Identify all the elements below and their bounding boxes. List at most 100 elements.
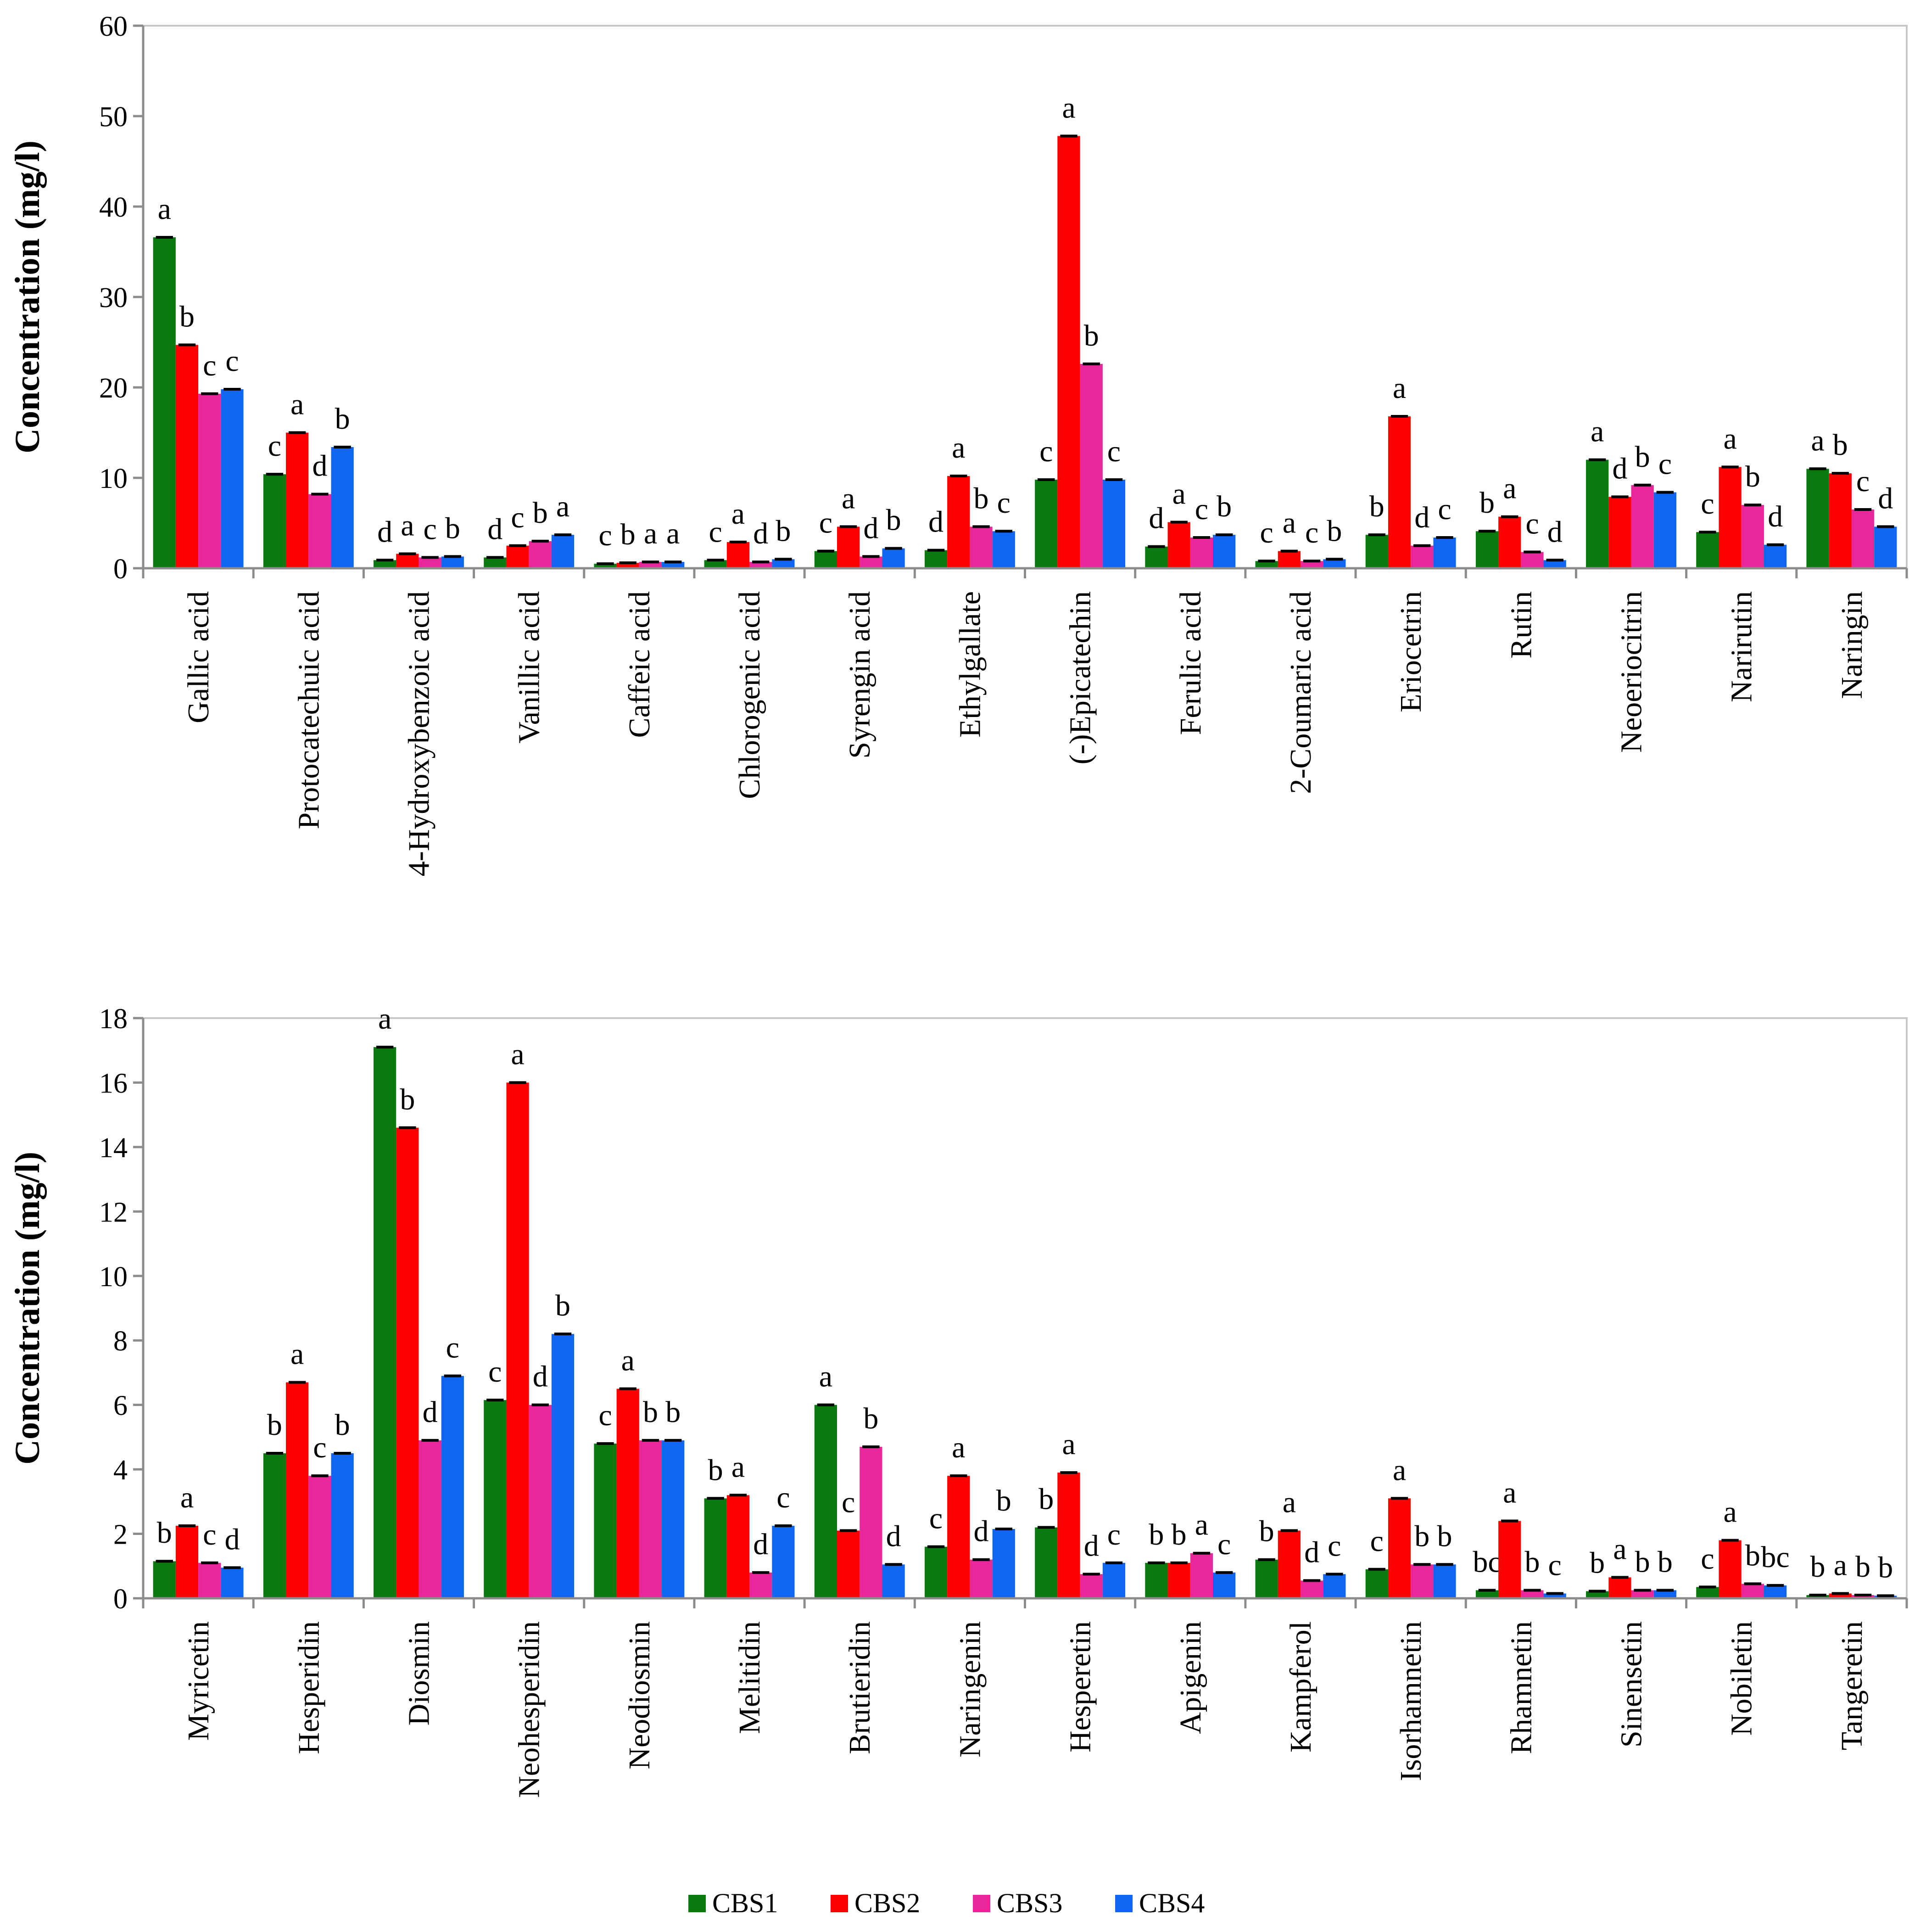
bar-cbs1 [1255,1559,1278,1598]
significance-letter: b [1038,1483,1054,1516]
bar-cbs3 [198,393,221,568]
significance-letter: d [533,1360,548,1394]
bar-cbs4 [1213,535,1236,568]
bar-cbs4 [1433,1564,1456,1598]
significance-letter: c [488,1355,502,1389]
bar-cbs3 [1190,538,1213,568]
significance-letter: c [1305,516,1318,549]
bar-cbs1 [1365,1569,1388,1598]
y-tick-label: 30 [99,282,128,314]
bar-cbs3 [1851,1595,1875,1598]
bar-cbs4 [662,562,685,568]
bar-cbs3 [1851,509,1875,568]
significance-letter: b [1635,1545,1650,1579]
significance-letter: b [1172,1518,1187,1551]
bar-cbs3 [970,1559,993,1598]
category-label: Protocatechuic acid [292,591,325,829]
bar-cbs2 [837,526,860,568]
bar-cbs4 [331,447,354,568]
significance-letter: a [1503,472,1516,505]
bar-cbs1 [1696,532,1719,568]
legend-label: CBS2 [854,1888,921,1918]
significance-letter: a [666,517,680,550]
significance-letter: b [1524,1545,1540,1579]
y-tick-label: 40 [99,192,128,223]
bar-cbs2 [1719,467,1742,568]
bar-cbs1 [594,1443,617,1598]
bar-cbs4 [1433,538,1456,568]
bar-cbs2 [616,563,639,568]
bar-cbs2 [1388,1498,1411,1598]
bar-cbs2 [1388,416,1411,568]
bar-cbs3 [1741,505,1764,568]
bar-cbs2 [1167,1562,1190,1598]
bar-cbs4 [992,531,1015,568]
significance-letter: d [487,512,502,546]
y-tick-label: 18 [99,1003,128,1035]
significance-letter: b [1590,1546,1605,1580]
significance-letter: b [863,1402,878,1435]
category-label: Melitidin [733,1621,766,1734]
significance-letter: a [731,497,745,531]
significance-letter: b [555,1289,570,1322]
bar-cbs2 [947,476,970,568]
bar-cbs1 [704,1498,727,1598]
bar-cbs1 [814,1405,837,1598]
legend-label: CBS1 [712,1888,778,1918]
bar-cbs2 [1608,1577,1631,1598]
significance-letter: c [1525,507,1539,541]
significance-letter: c [1195,493,1208,526]
significance-letter: c [598,519,612,552]
significance-letter: c [1039,435,1053,468]
bar-cbs2 [616,1389,639,1598]
significance-letter: c [1701,1542,1714,1575]
bar-cbs1 [373,560,396,568]
significance-letter: d [886,1519,901,1553]
significance-letter: a [401,509,414,542]
significance-letter: d [1304,1535,1319,1569]
bar-cbs4 [331,1453,354,1598]
bar-cbs3 [308,494,331,568]
bar-cbs2 [286,432,309,568]
bar-cbs3 [639,1440,662,1598]
bar-cbs1 [484,557,507,568]
significance-letter: d [1084,1529,1099,1562]
bar-cbs2 [1278,1530,1301,1598]
significance-letter: b [974,482,989,515]
significance-letter: d [1149,502,1164,535]
significance-letter: c [225,344,239,378]
bar-cbs4 [992,1529,1015,1598]
bar-cbs3 [860,1446,882,1598]
bar-cbs2 [396,554,419,568]
significance-letter: b [179,300,195,333]
category-label: Syrengin acid [843,591,876,759]
y-axis-title: Concentration (mg/l) [8,140,47,454]
category-label: Apigenin [1174,1621,1207,1734]
bar-cbs1 [924,550,948,568]
significance-letter: a [842,482,855,515]
category-label: Diosmin [402,1621,435,1725]
bar-cbs4 [1874,526,1897,568]
significance-letter: a [556,490,569,523]
significance-letter: b [335,1408,350,1442]
significance-letter: b [1327,514,1342,548]
bar-cbs4 [882,1564,905,1598]
bar-cbs4 [221,389,244,568]
significance-letter: c [203,349,216,382]
significance-letter: b [1855,1550,1870,1584]
legend-label: CBS4 [1139,1888,1205,1918]
significance-letter: b [1369,490,1384,523]
significance-letter: a [158,192,171,226]
bar-cbs4 [1323,1574,1346,1598]
y-tick-label: 16 [99,1068,128,1099]
significance-letter: a [1062,91,1075,124]
bar-cbs1 [1586,1591,1609,1598]
y-tick-label: 60 [99,11,128,42]
bar-cbs4 [1764,1585,1787,1598]
bar-cbs1 [1586,459,1609,568]
category-label: Nobiletin [1725,1621,1759,1736]
category-label: Hesperidin [292,1621,325,1754]
bar-cbs4 [1764,544,1787,568]
significance-letter: bc [1761,1540,1789,1574]
y-tick-label: 0 [113,554,128,585]
